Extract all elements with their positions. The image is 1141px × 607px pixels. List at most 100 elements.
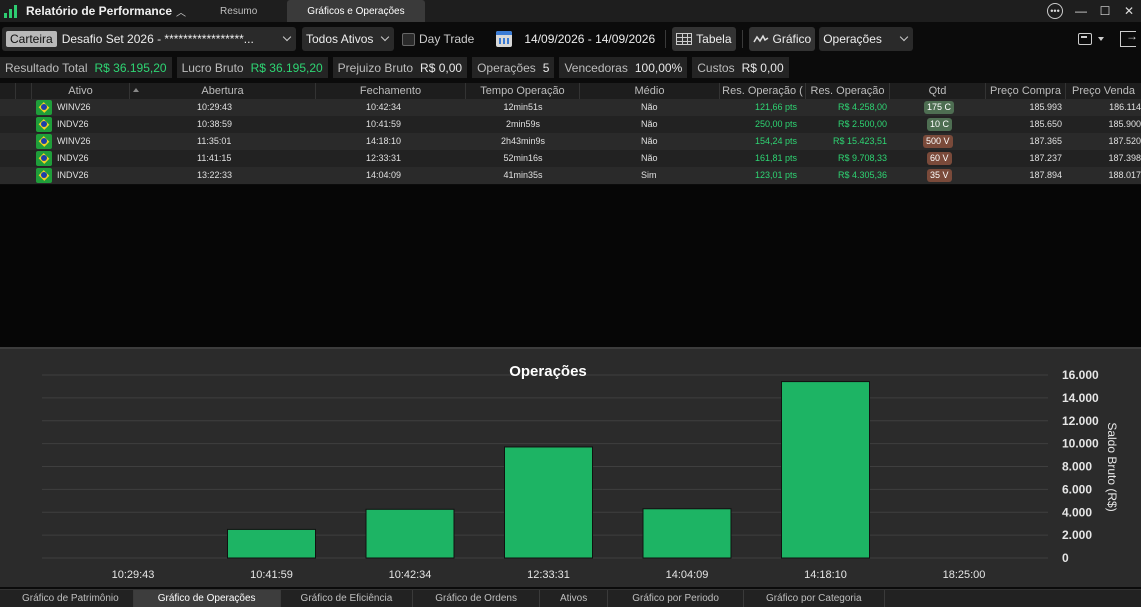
column-header-medio[interactable]: Médio — [580, 83, 720, 99]
summary-resultado-total: Resultado Total R$ 36.195,20 — [0, 57, 172, 78]
brazil-flag-icon — [36, 117, 52, 132]
y-tick-label: 10.000 — [1062, 437, 1099, 451]
column-header-qtd[interactable]: Qtd — [890, 83, 986, 99]
summary-label: Operações — [477, 60, 536, 75]
table-row[interactable]: INDV26 13:22:33 14:04:09 41min35s Sim 12… — [0, 167, 1141, 184]
chart-bar[interactable] — [642, 508, 732, 559]
column-header-preco-compra[interactable]: Preço Compra — [986, 83, 1066, 99]
tab-grafico-patrimonio[interactable]: Gráfico de Patrimônio — [0, 589, 134, 607]
chart-bar[interactable] — [365, 508, 455, 559]
y-tick-label: 0 — [1062, 551, 1069, 565]
x-tick-label: 14:18:10 — [804, 569, 847, 581]
chart-bar[interactable] — [781, 381, 870, 559]
cell-preco-venda: 188.017 — [1108, 170, 1141, 180]
export-icon[interactable] — [1078, 33, 1092, 45]
column-header-abertura[interactable]: Abertura — [130, 83, 316, 99]
cell-fechamento: 14:18:10 — [366, 136, 402, 146]
portfolio-select[interactable]: Carteira Desafio Set 2026 - ************… — [2, 27, 296, 51]
table-row[interactable]: WINV26 10:29:43 10:42:34 12min51s Não 12… — [0, 99, 1141, 116]
table-empty-area — [0, 185, 1141, 347]
cell-ativo: INDV26 — [57, 170, 89, 180]
divider — [741, 30, 743, 48]
view-select[interactable]: Operações — [819, 27, 914, 51]
x-tick-label: 10:42:34 — [389, 569, 432, 581]
minimize-icon[interactable]: — — [1075, 4, 1087, 18]
y-axis-label: Saldo Bruto (R$) — [1105, 422, 1119, 511]
column-header-res-pts[interactable]: Res. Operação ( — [720, 83, 806, 99]
close-icon[interactable]: ✕ — [1123, 4, 1135, 18]
column-header-tempo[interactable]: Tempo Operação — [466, 83, 580, 99]
cell-res-rs: R$ 4.305,36 — [837, 170, 887, 180]
cell-medio: Não — [641, 102, 658, 112]
column-header-fechamento[interactable]: Fechamento — [316, 83, 466, 99]
chart-bar[interactable] — [227, 528, 316, 559]
qty-badge: 175 C — [924, 101, 955, 114]
y-tick-label: 4.000 — [1062, 505, 1092, 519]
assets-filter-value: Todos Ativos — [306, 32, 374, 46]
cell-tempo: 2h43min9s — [500, 136, 546, 146]
cell-abertura: 11:41:15 — [197, 153, 232, 163]
chart-button[interactable]: Gráfico — [748, 27, 816, 51]
daytrade-checkbox[interactable] — [402, 32, 415, 46]
tab-grafico-eficiencia[interactable]: Gráfico de Eficiência — [281, 589, 414, 607]
logout-icon[interactable] — [1120, 29, 1138, 47]
table-row[interactable]: INDV26 10:38:59 10:41:59 2min59s Não 250… — [0, 116, 1141, 133]
cell-tempo: 52min16s — [503, 153, 543, 163]
cell-tempo: 2min59s — [505, 119, 541, 129]
column-header-ativo[interactable]: Ativo — [32, 83, 130, 99]
cell-abertura: 10:38:59 — [197, 119, 233, 129]
y-tick-label: 2.000 — [1062, 528, 1092, 542]
y-tick-label: 16.000 — [1062, 368, 1099, 382]
cell-tempo: 41min35s — [503, 170, 543, 180]
column-header-blank — [16, 83, 32, 99]
tab-resumo[interactable]: Resumo — [220, 5, 258, 17]
cell-res-rs: R$ 15.423,51 — [832, 136, 887, 146]
summary-operacoes: Operações 5 — [472, 57, 555, 78]
sort-ascending-icon[interactable] — [133, 88, 139, 92]
portfolio-badge: Carteira — [6, 31, 57, 47]
summary-value: 5 — [542, 60, 550, 75]
summary-prejuizo-bruto: Prejuizo Bruto R$ 0,00 — [332, 57, 468, 78]
cell-preco-compra: 185.650 — [1029, 119, 1062, 129]
cell-ativo: WINV26 — [57, 102, 91, 112]
chevron-up-icon[interactable]: ︿ — [176, 7, 187, 19]
column-header-preco-venda[interactable]: Preço Venda — [1072, 85, 1135, 97]
date-range[interactable]: 14/09/2026 - 14/09/2026 — [524, 32, 656, 46]
cell-res-pts: 154,24 pts — [754, 136, 797, 146]
cell-preco-venda: 187.398 — [1108, 153, 1141, 163]
tab-grafico-categoria[interactable]: Gráfico por Categoria — [744, 589, 885, 607]
chart-bar[interactable] — [504, 446, 593, 559]
portfolio-name: Desafio Set 2026 - *****************... — [61, 32, 254, 46]
tab-grafico-operacoes[interactable]: Gráfico de Operações — [133, 589, 281, 607]
tab-ativos[interactable]: Ativos — [540, 589, 609, 607]
table-button-label: Tabela — [696, 32, 732, 46]
tab-grafico-periodo[interactable]: Gráfico por Periodo — [608, 589, 744, 607]
tab-grafico-ordens[interactable]: Gráfico de Ordens — [413, 589, 540, 607]
column-header-blank — [0, 83, 16, 99]
tab-graficos-operacoes[interactable]: Gráficos e Operações — [287, 0, 425, 22]
chevron-down-icon — [899, 34, 909, 44]
daytrade-label: Day Trade — [419, 32, 475, 46]
window-controls: ••• — ☐ ✕ — [1047, 0, 1141, 22]
table-row[interactable]: WINV26 11:35:01 14:18:10 2h43min9s Não 1… — [0, 133, 1141, 150]
summary-label: Lucro Bruto — [181, 60, 244, 75]
assets-filter-select[interactable]: Todos Ativos — [302, 27, 394, 51]
summary-label: Vencedoras — [564, 60, 628, 75]
cell-res-rs: R$ 9.708,33 — [837, 153, 887, 163]
caret-down-icon[interactable] — [1098, 37, 1104, 41]
qty-badge: 35 V — [927, 169, 952, 182]
cell-res-pts: 121,66 pts — [754, 102, 797, 112]
right-tools — [1078, 26, 1141, 52]
more-options-icon[interactable]: ••• — [1047, 3, 1063, 19]
qty-badge: 10 C — [927, 118, 953, 131]
calendar-icon[interactable] — [496, 31, 513, 47]
cell-res-rs: R$ 2.500,00 — [837, 119, 887, 129]
summary-value: R$ 36.195,20 — [250, 60, 323, 75]
cell-medio: Sim — [641, 170, 657, 180]
cell-ativo: WINV26 — [57, 136, 91, 146]
table-row[interactable]: INDV26 11:41:15 12:33:31 52min16s Não 16… — [0, 150, 1141, 167]
maximize-icon[interactable]: ☐ — [1099, 4, 1111, 18]
cell-tempo: 12min51s — [503, 102, 543, 112]
column-header-res-rs[interactable]: Res. Operação — [806, 83, 890, 99]
table-button[interactable]: Tabela — [672, 27, 736, 51]
